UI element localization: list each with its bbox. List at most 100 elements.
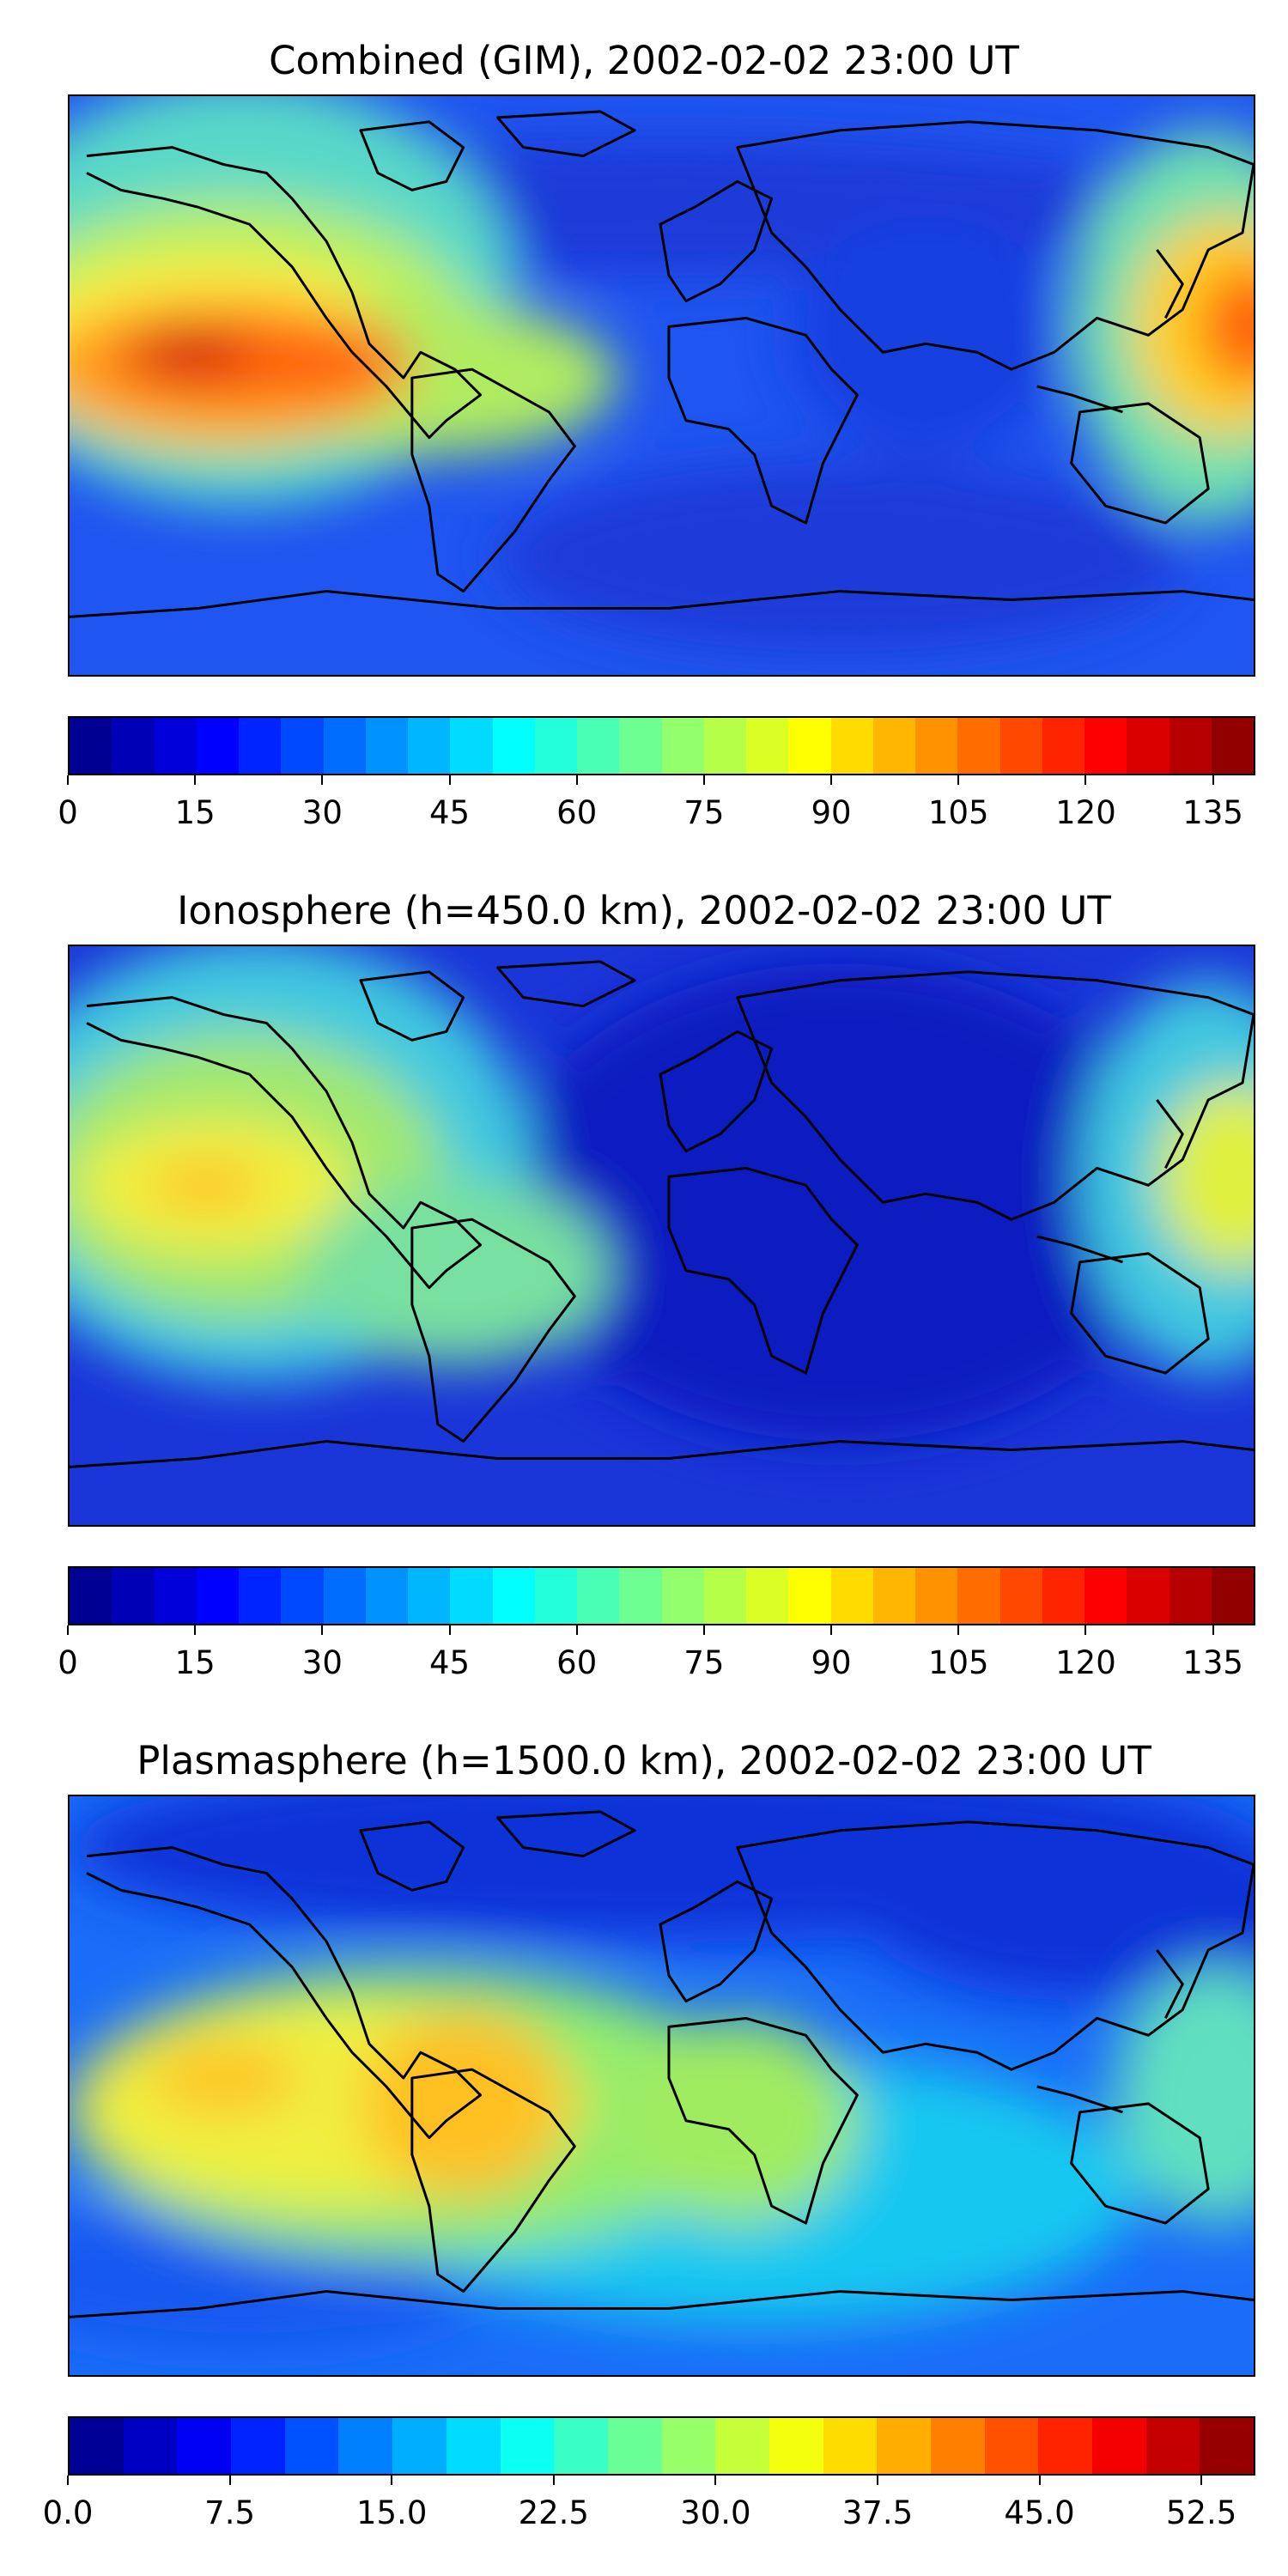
colorbar-segment [112, 1568, 155, 1624]
colorbar-tick-label: 120 [1055, 794, 1116, 831]
map-ionosphere [68, 945, 1255, 1527]
colorbar-tick-label: 105 [927, 1644, 989, 1681]
colorbar-segment [619, 718, 662, 774]
colorbar-tick-label: 0.0 [42, 2494, 94, 2531]
colorbar-tick [1200, 2476, 1203, 2485]
colorbar-tick-label: 15 [174, 1644, 216, 1681]
colorbar-tick-label: 90 [811, 1644, 852, 1681]
colorbar-segment [239, 718, 282, 774]
colorbar-tick-label: 15.0 [355, 2494, 428, 2531]
colorbar-tick [1212, 1625, 1214, 1635]
colorbar-tick-label: 105 [927, 794, 989, 831]
colorbar-tick [1212, 775, 1214, 785]
colorbar-tick-label: 0 [58, 1644, 78, 1681]
colorbar-segment [661, 718, 704, 774]
colorbar-segment [112, 718, 155, 774]
colorbar-ticks-plasmasphere: 0.0 7.5 15.0 22.5 30.0 37.5 45.0 52.5 [43, 2476, 1255, 2531]
colorbar-segment [830, 1568, 873, 1624]
colorbar-tick [1038, 2476, 1041, 2485]
colorbar-segment [999, 1568, 1042, 1624]
colorbar-segment [554, 2418, 608, 2474]
colorbar-segment [830, 718, 873, 774]
colorbar-segment [1145, 2418, 1200, 2474]
colorbar-segment [1042, 1568, 1084, 1624]
colorbar-tick [321, 1625, 324, 1635]
colorbar-tick-label: 37.5 [841, 2494, 914, 2531]
colorbar-segment [281, 1568, 324, 1624]
map-combined [68, 94, 1255, 677]
colorbar-segment [70, 1568, 112, 1624]
colorbar-tick [67, 775, 69, 785]
colorbar-segment [607, 2418, 662, 2474]
colorbar-tick [957, 775, 960, 785]
colorbar-segment [1211, 1568, 1254, 1624]
colorbar-segment [746, 718, 789, 774]
colorbar-tick-label: 75 [683, 1644, 725, 1681]
colorbar-segment [492, 1568, 535, 1624]
colorbar-ticks-combined: 0 15 30 45 60 75 90 105 120 135 [58, 775, 1255, 831]
colorbar-segment [446, 2418, 501, 2474]
colorbar-segment [872, 1568, 915, 1624]
colorbar-segment [154, 1568, 197, 1624]
colorbar-segment [877, 2418, 931, 2474]
colorbar-segment [957, 718, 1000, 774]
colorbar-segment [196, 718, 239, 774]
colorbar-tick [575, 775, 578, 785]
colorbar-segment [999, 718, 1042, 774]
colorbar-tick [957, 1625, 960, 1635]
colorbar-segment [1127, 718, 1170, 774]
colorbar-segment [703, 718, 746, 774]
colorbar-segment [392, 2418, 447, 2474]
colorbar-segment [408, 1568, 451, 1624]
colorbar-tick [702, 775, 705, 785]
colorbar-tick [391, 2476, 393, 2485]
colorbar-tick [830, 775, 833, 785]
colorbar-tick [714, 2476, 717, 2485]
colorbar-segment [1084, 1568, 1127, 1624]
colorbar-segment [915, 718, 958, 774]
colorbar-segment [1169, 1568, 1212, 1624]
colorbar-tick-label: 30 [301, 1644, 343, 1681]
colorbar-tick-label: 60 [556, 794, 598, 831]
colorbar-tick [702, 1625, 705, 1635]
colorbar-segment [984, 2418, 1039, 2474]
colorbar-segment [1127, 1568, 1170, 1624]
colorbar-tick-label: 45 [428, 1644, 471, 1681]
panel-title-plasmasphere: Plasmasphere (h=1500.0 km), 2002-02-02 2… [137, 1738, 1151, 1783]
colorbar-tick [575, 1625, 578, 1635]
colorbar-segment [661, 1568, 704, 1624]
colorbar-segment [661, 2418, 716, 2474]
colorbar-segment [823, 2418, 878, 2474]
colorbar-segment [281, 718, 324, 774]
colorbar-segment [450, 718, 493, 774]
colorbar-tick [1084, 1625, 1087, 1635]
colorbar-tick-label: 45.0 [1004, 2494, 1075, 2531]
colorbar-tick-label: 90 [811, 794, 852, 831]
colorbar-tick-label: 15 [174, 794, 216, 831]
colorbar-tick-label: 30 [301, 794, 343, 831]
colorbar-segment [177, 2418, 232, 2474]
colorbar-tick [67, 2476, 69, 2485]
colorbar-tick [876, 2476, 878, 2485]
colorbar-segment [534, 1568, 577, 1624]
colorbar-segment [957, 1568, 1000, 1624]
colorbar-segment [500, 2418, 555, 2474]
colorbar-segment [746, 1568, 789, 1624]
colorbar-tick-label: 120 [1055, 1644, 1116, 1681]
colorbar-tick-label: 52.5 [1165, 2494, 1237, 2531]
colorbar-tick [321, 775, 324, 785]
colorbar-segment [365, 718, 408, 774]
colorbar-segment [1038, 2418, 1093, 2474]
colorbar-tick [194, 775, 197, 785]
colorbar-tick-label: 60 [556, 1644, 598, 1681]
colorbar-segment [196, 1568, 239, 1624]
colorbar-segment [154, 718, 197, 774]
colorbar-segment [284, 2418, 339, 2474]
colorbar-segment [323, 1568, 366, 1624]
colorbar-tick-label: 22.5 [518, 2494, 589, 2531]
colorbar-tick-label: 7.5 [204, 2494, 255, 2531]
colorbar-segment [788, 1568, 831, 1624]
colorbar-segment [450, 1568, 493, 1624]
colorbar-tick-label: 45 [428, 794, 471, 831]
colorbar-tick [194, 1625, 197, 1635]
